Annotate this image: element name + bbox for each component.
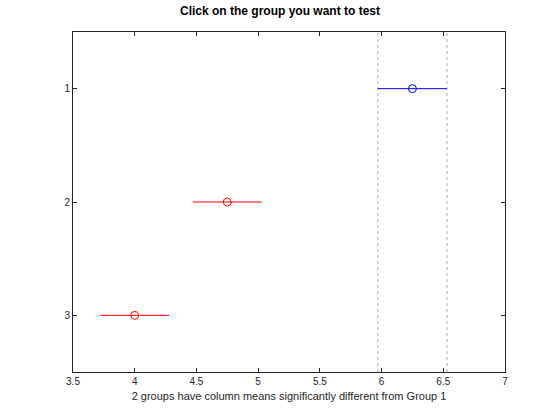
svg-text:3.5: 3.5 bbox=[66, 376, 80, 387]
svg-text:6.5: 6.5 bbox=[436, 376, 450, 387]
svg-text:4.5: 4.5 bbox=[189, 376, 203, 387]
svg-text:5: 5 bbox=[255, 376, 261, 387]
svg-text:4: 4 bbox=[132, 376, 138, 387]
svg-text:7: 7 bbox=[502, 376, 508, 387]
svg-text:1: 1 bbox=[64, 83, 70, 94]
svg-text:Click on the group you want to: Click on the group you want to test bbox=[180, 4, 380, 18]
svg-text:2: 2 bbox=[64, 197, 70, 208]
svg-text:6: 6 bbox=[379, 376, 385, 387]
svg-text:5.5: 5.5 bbox=[313, 376, 327, 387]
svg-text:3: 3 bbox=[64, 310, 70, 321]
svg-text:2 groups have column means sig: 2 groups have column means significantly… bbox=[132, 390, 447, 402]
